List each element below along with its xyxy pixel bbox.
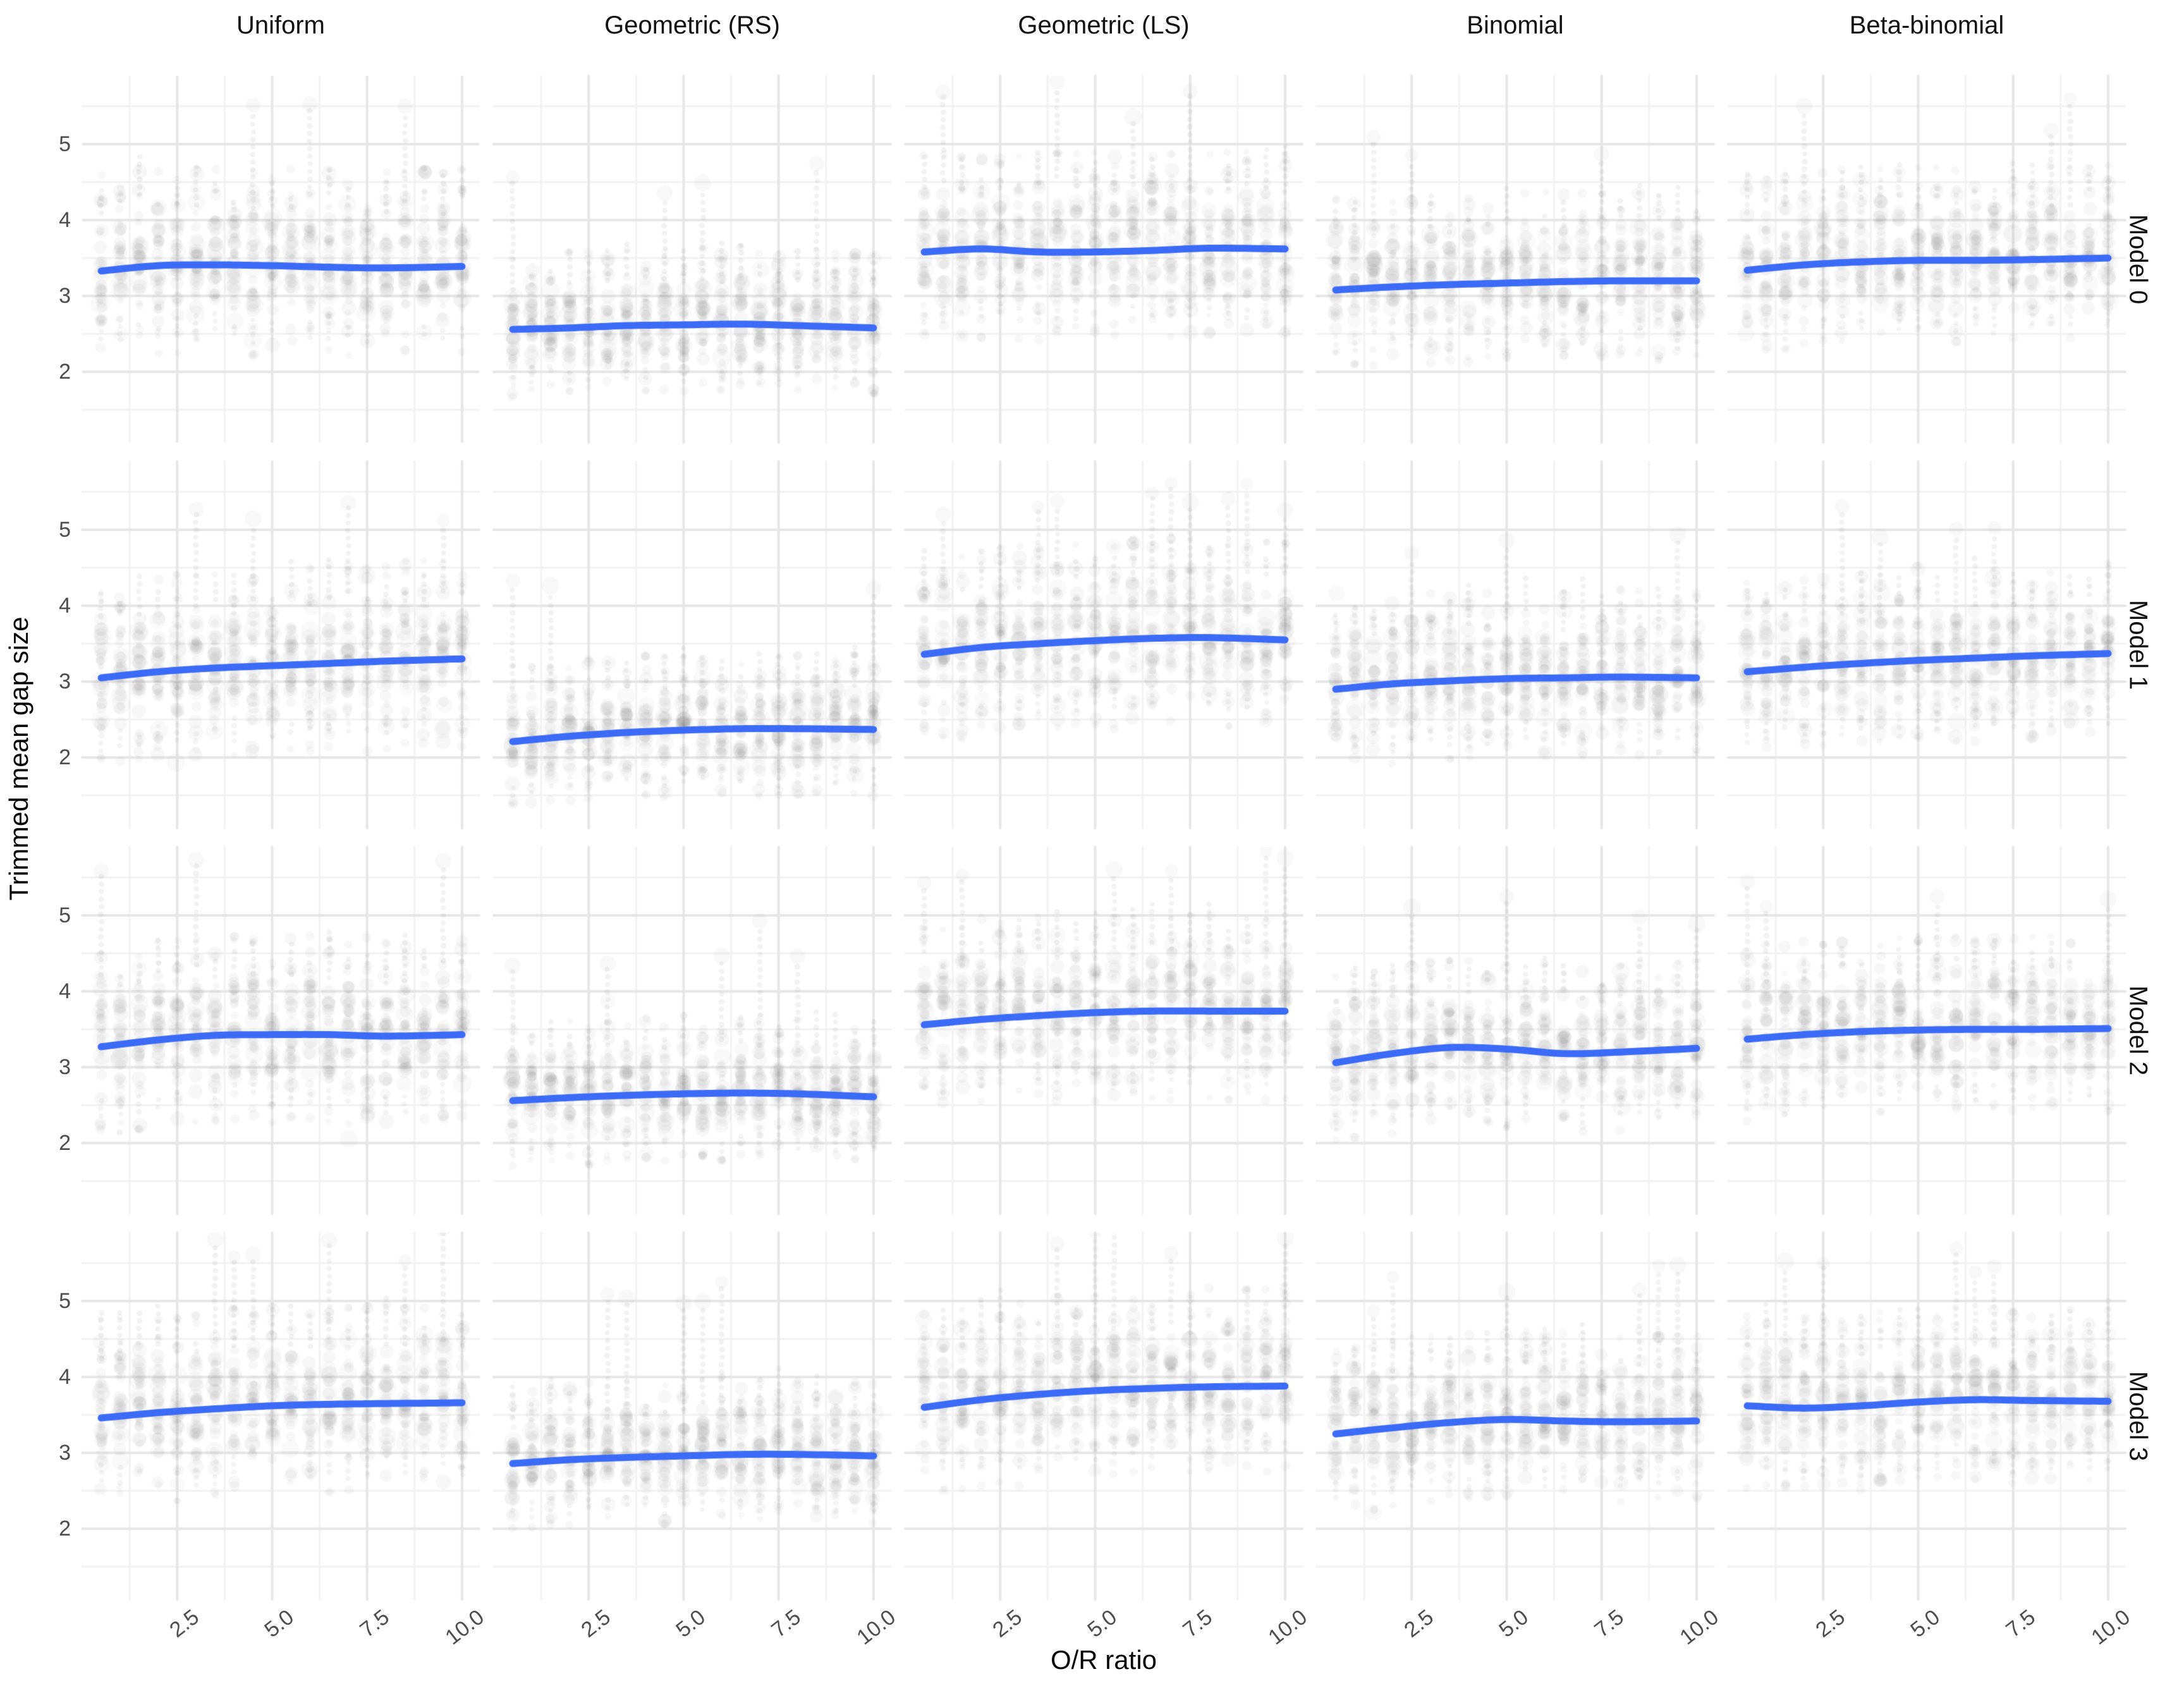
- y-tick-label: 2: [59, 1517, 71, 1541]
- facet-row-label: Model 3: [2124, 1371, 2152, 1462]
- y-tick-label: 4: [59, 1365, 71, 1390]
- y-tick-label: 2: [59, 745, 71, 770]
- y-tick-label: 3: [59, 669, 71, 694]
- y-tick-label: 2: [59, 1131, 71, 1156]
- facet-column-title: Geometric (RS): [604, 11, 780, 39]
- facet-column-title: Geometric (LS): [1018, 11, 1190, 39]
- y-tick-label: 2: [59, 360, 71, 384]
- facet-row-label: Model 0: [2124, 214, 2152, 305]
- y-tick-label: 5: [59, 132, 71, 157]
- y-tick-label: 5: [59, 1289, 71, 1314]
- y-tick-label: 5: [59, 518, 71, 542]
- y-tick-label: 3: [59, 284, 71, 308]
- facet-column-title: Uniform: [236, 11, 326, 39]
- y-tick-label: 3: [59, 1055, 71, 1080]
- facet-column-title: Binomial: [1467, 11, 1564, 39]
- x-axis-title: O/R ratio: [1050, 1645, 1157, 1675]
- y-tick-label: 4: [59, 594, 71, 618]
- y-tick-label: 4: [59, 208, 71, 233]
- y-tick-label: 4: [59, 979, 71, 1004]
- facet-row-label: Model 2: [2124, 985, 2152, 1076]
- y-tick-label: 5: [59, 903, 71, 928]
- y-tick-label: 3: [59, 1441, 71, 1465]
- facet-row-label: Model 1: [2124, 599, 2152, 690]
- facet-column-title: Beta-binomial: [1849, 11, 2004, 39]
